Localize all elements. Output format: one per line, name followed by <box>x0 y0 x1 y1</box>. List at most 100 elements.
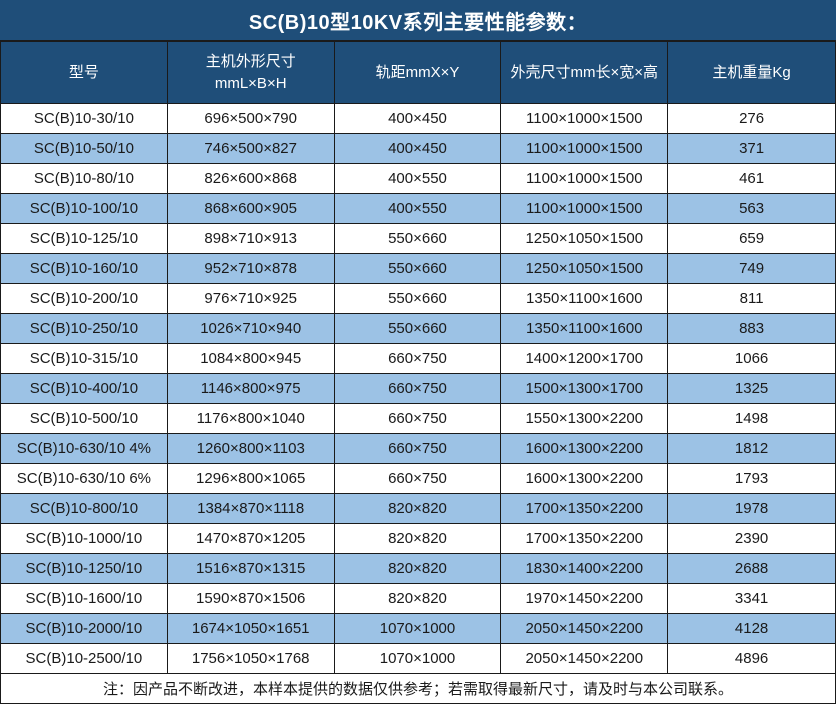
cell-model: SC(B)10-2000/10 <box>1 614 168 643</box>
cell-weight: 1325 <box>734 379 769 397</box>
cell-shell-dimensions: 1970×1450×2200 <box>501 584 669 613</box>
cell-model: SC(B)10-1250/10 <box>1 554 168 583</box>
page-title: SC(B)10型10KV系列主要性能参数： <box>0 0 836 42</box>
cell-main-dimensions: 746×500×827 <box>168 134 335 163</box>
table-row: SC(B)10-125/10 898×710×913 550×660 1250×105… <box>1 224 835 254</box>
cell-weight: 1066 <box>734 349 769 367</box>
cell-rail-gauge: 660×750 <box>335 374 502 403</box>
cell-weight: 749 <box>739 259 765 277</box>
cell-rail-gauge: 550×660 <box>335 314 502 343</box>
cell-rail-gauge: 550×660 <box>335 254 502 283</box>
table-row: SC(B)10-200/10 976×710×925 550×660 1350×110… <box>1 284 835 314</box>
cell-shell-dimensions: 1600×1300×2200 <box>501 434 669 463</box>
cell-rail-gauge: 1070×1000 <box>335 644 502 673</box>
cell-main-dimensions: 696×500×790 <box>168 104 335 133</box>
table-row: SC(B)10-80/10 826×600×868 400×550 1100×1000… <box>1 164 835 194</box>
cell-shell-dimensions: 1400×1200×1700 <box>501 344 669 373</box>
cell-main-dimensions: 1674×1050×1651 <box>168 614 335 643</box>
cell-model: SC(B)10-630/10 6% <box>1 464 168 493</box>
cell-shell-dimensions: 1830×1400×2200 <box>501 554 669 583</box>
cell-model: SC(B)10-1000/10 <box>1 524 168 553</box>
cell-weight: 3341 <box>734 589 769 607</box>
header-weight: 主机重量Kg <box>712 63 791 81</box>
cell-main-dimensions: 868×600×905 <box>168 194 335 223</box>
cell-model: SC(B)10-630/10 4% <box>1 434 168 463</box>
table-row: SC(B)10-1250/10 1516×870×1315 820×820 1830×… <box>1 554 835 584</box>
cell-weight: 2390 <box>734 529 769 547</box>
cell-weight: 276 <box>739 109 765 127</box>
cell-main-dimensions: 1176×800×1040 <box>168 404 335 433</box>
cell-main-dimensions: 1590×870×1506 <box>168 584 335 613</box>
cell-weight: 659 <box>739 229 765 247</box>
cell-weight: 4896 <box>734 649 769 667</box>
cell-main-dimensions: 1470×870×1205 <box>168 524 335 553</box>
cell-shell-dimensions: 1700×1350×2200 <box>501 524 669 553</box>
cell-model: SC(B)10-400/10 <box>1 374 168 403</box>
cell-weight: 461 <box>739 169 765 187</box>
cell-main-dimensions: 1384×870×1118 <box>168 494 335 523</box>
cell-main-dimensions: 1146×800×975 <box>168 374 335 403</box>
cell-rail-gauge: 820×820 <box>335 494 502 523</box>
cell-rail-gauge: 1070×1000 <box>335 614 502 643</box>
table-row: SC(B)10-50/10 746×500×827 400×450 1100×1000… <box>1 134 835 164</box>
header-main-dimensions: 主机外形尺寸 mmL×B×H <box>168 42 335 103</box>
cell-main-dimensions: 1026×710×940 <box>168 314 335 343</box>
cell-shell-dimensions: 1350×1100×1600 <box>501 284 669 313</box>
cell-rail-gauge: 660×750 <box>335 404 502 433</box>
cell-model: SC(B)10-315/10 <box>1 344 168 373</box>
cell-main-dimensions: 826×600×868 <box>168 164 335 193</box>
cell-shell-dimensions: 1700×1350×2200 <box>501 494 669 523</box>
cell-model: SC(B)10-100/10 <box>1 194 168 223</box>
cell-weight: 563 <box>739 199 765 217</box>
table-row: SC(B)10-500/10 1176×800×1040 660×750 1550×1… <box>1 404 835 434</box>
cell-model: SC(B)10-500/10 <box>1 404 168 433</box>
table-row: SC(B)10-800/10 1384×870×1118 820×820 1700×1… <box>1 494 835 524</box>
cell-weight: 1498 <box>734 409 769 427</box>
cell-rail-gauge: 400×450 <box>335 104 502 133</box>
cell-weight: 811 <box>739 289 764 307</box>
table-row: SC(B)10-630/10 4% 1260×800×1103 660×750 160… <box>1 434 835 464</box>
cell-shell-dimensions: 1250×1050×1500 <box>501 254 669 283</box>
table-row: SC(B)10-2500/10 1756×1050×1768 1070×1000 20… <box>1 644 835 674</box>
cell-model: SC(B)10-80/10 <box>1 164 168 193</box>
cell-rail-gauge: 400×550 <box>335 164 502 193</box>
cell-weight: 1793 <box>734 469 769 487</box>
cell-shell-dimensions: 1100×1000×1500 <box>501 104 669 133</box>
table-row: SC(B)10-160/10 952×710×878 550×660 1250×105… <box>1 254 835 284</box>
table-row: SC(B)10-315/10 1084×800×945 660×750 1400×12… <box>1 344 835 374</box>
table-row: SC(B)10-30/10 696×500×790 400×450 1100×1000… <box>1 104 835 134</box>
cell-main-dimensions: 1516×870×1315 <box>168 554 335 583</box>
cell-shell-dimensions: 1600×1300×2200 <box>501 464 669 493</box>
cell-rail-gauge: 660×750 <box>335 434 502 463</box>
cell-rail-gauge: 660×750 <box>335 344 502 373</box>
cell-main-dimensions: 1084×800×945 <box>168 344 335 373</box>
cell-weight: 4128 <box>734 619 769 637</box>
cell-shell-dimensions: 1500×1300×1700 <box>501 374 669 403</box>
cell-rail-gauge: 550×660 <box>335 284 502 313</box>
cell-rail-gauge: 400×450 <box>335 134 502 163</box>
cell-model: SC(B)10-250/10 <box>1 314 168 343</box>
cell-shell-dimensions: 2050×1450×2200 <box>501 614 669 643</box>
cell-weight: 883 <box>739 319 765 337</box>
cell-main-dimensions: 976×710×925 <box>168 284 335 313</box>
cell-weight: 371 <box>739 139 765 157</box>
cell-main-dimensions: 952×710×878 <box>168 254 335 283</box>
cell-shell-dimensions: 1100×1000×1500 <box>501 134 669 163</box>
cell-shell-dimensions: 1350×1100×1600 <box>501 314 669 343</box>
cell-model: SC(B)10-125/10 <box>1 224 168 253</box>
cell-model: SC(B)10-160/10 <box>1 254 168 283</box>
cell-rail-gauge: 550×660 <box>335 224 502 253</box>
cell-model: SC(B)10-50/10 <box>1 134 168 163</box>
header-rail-gauge: 轨距mmX×Y <box>335 42 502 103</box>
header-shell-dimensions: 外壳尺寸mm长×宽×高 <box>501 42 669 103</box>
cell-main-dimensions: 1756×1050×1768 <box>168 644 335 673</box>
table-row: SC(B)10-1600/10 1590×870×1506 820×820 1970×… <box>1 584 835 614</box>
cell-model: SC(B)10-800/10 <box>1 494 168 523</box>
cell-shell-dimensions: 1100×1000×1500 <box>501 164 669 193</box>
cell-model: SC(B)10-2500/10 <box>1 644 168 673</box>
cell-weight: 2688 <box>734 559 769 577</box>
cell-weight: 1812 <box>734 439 769 457</box>
table-row: SC(B)10-100/10 868×600×905 400×550 1100×100… <box>1 194 835 224</box>
table-row: SC(B)10-630/10 6% 1296×800×1065 660×750 160… <box>1 464 835 494</box>
